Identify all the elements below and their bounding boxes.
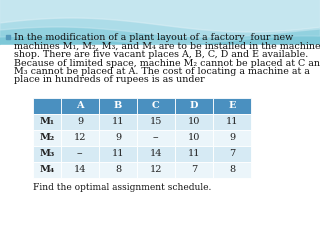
Text: 12: 12 [74,133,86,143]
Bar [61,114,99,130]
Bar [213,162,251,178]
Text: C: C [152,102,160,110]
Text: M₃ cannot be placed at A. The cost of locating a machine at a: M₃ cannot be placed at A. The cost of lo… [14,67,310,76]
Bar [61,130,99,146]
Bar [137,162,175,178]
Bar [61,162,99,178]
Text: machines M₁, M₂, M₃, and M₄ are to be installed in the machine: machines M₁, M₂, M₃, and M₄ are to be in… [14,42,320,50]
Bar [137,114,175,130]
Text: 9: 9 [115,133,121,143]
Bar [0,0,320,50]
Text: place in hundreds of rupees is as under: place in hundreds of rupees is as under [14,76,204,84]
Bar [175,162,213,178]
Text: 10: 10 [188,133,200,143]
Bar [175,98,213,114]
Text: 8: 8 [115,166,121,174]
Bar [213,114,251,130]
Text: 7: 7 [191,166,197,174]
Text: 11: 11 [226,118,238,126]
Bar [137,130,175,146]
Text: 11: 11 [188,150,200,158]
Bar [33,98,61,114]
Bar [61,98,99,114]
Text: --: -- [153,133,159,143]
Text: Because of limited space, machine M₂ cannot be placed at C and: Because of limited space, machine M₂ can… [14,59,320,67]
Bar [175,146,213,162]
Bar [99,98,137,114]
Bar [213,98,251,114]
Text: 10: 10 [188,118,200,126]
Bar [33,130,61,146]
Bar [0,45,320,240]
Bar [33,162,61,178]
Text: 11: 11 [112,118,124,126]
Text: In the modification of a plant layout of a factory  four new: In the modification of a plant layout of… [14,33,293,42]
Text: shop. There are five vacant places A, B, C, D and E available.: shop. There are five vacant places A, B,… [14,50,308,59]
Bar [137,146,175,162]
Text: M₁: M₁ [39,118,55,126]
Bar [61,146,99,162]
Bar [33,114,61,130]
Text: 9: 9 [229,133,235,143]
Text: 15: 15 [150,118,162,126]
Text: M₄: M₄ [39,166,55,174]
Text: 12: 12 [150,166,162,174]
Text: --: -- [77,150,83,158]
Text: A: A [76,102,84,110]
Text: D: D [190,102,198,110]
Bar [99,146,137,162]
Text: 8: 8 [229,166,235,174]
Bar [175,114,213,130]
Text: 7: 7 [229,150,235,158]
Bar [213,146,251,162]
Text: Find the optimal assignment schedule.: Find the optimal assignment schedule. [33,183,212,192]
Text: 14: 14 [150,150,162,158]
Bar [213,130,251,146]
Text: M₃: M₃ [39,150,55,158]
Bar [33,146,61,162]
Text: M₂: M₂ [39,133,55,143]
Text: E: E [228,102,236,110]
Bar [99,162,137,178]
Bar [175,130,213,146]
Text: 9: 9 [77,118,83,126]
Text: B: B [114,102,122,110]
Bar [99,130,137,146]
Text: 14: 14 [74,166,86,174]
Bar [137,98,175,114]
Text: 11: 11 [112,150,124,158]
Bar [99,114,137,130]
